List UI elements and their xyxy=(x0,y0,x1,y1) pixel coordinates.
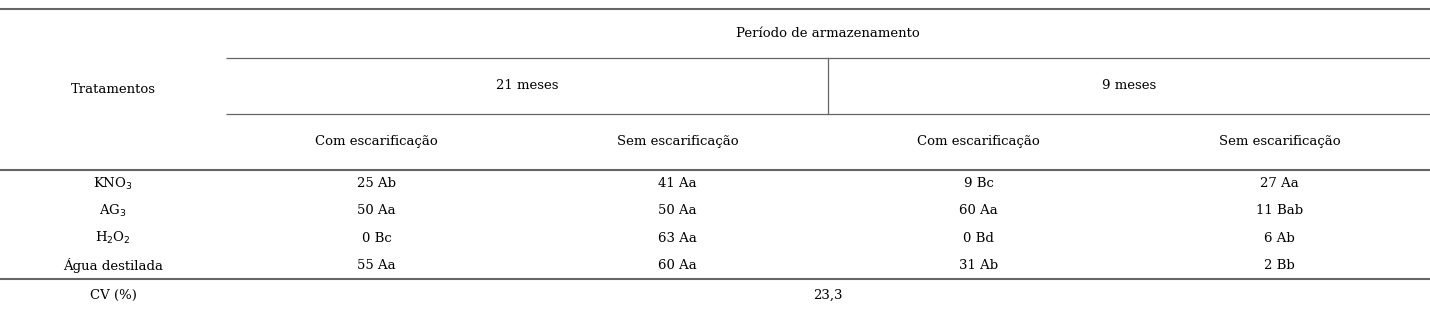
Text: KNO$_3$: KNO$_3$ xyxy=(93,176,133,192)
Text: 60 Aa: 60 Aa xyxy=(960,204,998,217)
Text: 11 Bab: 11 Bab xyxy=(1256,204,1303,217)
Text: 60 Aa: 60 Aa xyxy=(658,259,696,272)
Text: 9 meses: 9 meses xyxy=(1103,79,1155,92)
Text: 50 Aa: 50 Aa xyxy=(658,204,696,217)
Text: Com escarificação: Com escarificação xyxy=(917,135,1040,149)
Text: Tratamentos: Tratamentos xyxy=(70,83,156,96)
Text: Sem escarificação: Sem escarificação xyxy=(616,135,738,149)
Text: 41 Aa: 41 Aa xyxy=(658,177,696,190)
Text: 0 Bc: 0 Bc xyxy=(362,232,392,245)
Text: 27 Aa: 27 Aa xyxy=(1260,177,1298,190)
Text: Período de armazenamento: Período de armazenamento xyxy=(736,27,919,40)
Text: 0 Bd: 0 Bd xyxy=(962,232,994,245)
Text: 55 Aa: 55 Aa xyxy=(358,259,396,272)
Text: 6 Ab: 6 Ab xyxy=(1264,232,1296,245)
Text: 50 Aa: 50 Aa xyxy=(358,204,396,217)
Text: 31 Ab: 31 Ab xyxy=(960,259,998,272)
Text: Com escarificação: Com escarificação xyxy=(315,135,438,149)
Text: 21 meses: 21 meses xyxy=(496,79,558,92)
Text: Água destilada: Água destilada xyxy=(63,258,163,273)
Text: CV (%): CV (%) xyxy=(90,289,136,302)
Text: AG$_3$: AG$_3$ xyxy=(99,203,127,219)
Text: 25 Ab: 25 Ab xyxy=(358,177,396,190)
Text: 9 Bc: 9 Bc xyxy=(964,177,994,190)
Text: H$_2$O$_2$: H$_2$O$_2$ xyxy=(94,230,132,246)
Text: 23,3: 23,3 xyxy=(814,289,842,302)
Text: 2 Bb: 2 Bb xyxy=(1264,259,1296,272)
Text: Sem escarificação: Sem escarificação xyxy=(1218,135,1340,149)
Text: 63 Aa: 63 Aa xyxy=(658,232,696,245)
